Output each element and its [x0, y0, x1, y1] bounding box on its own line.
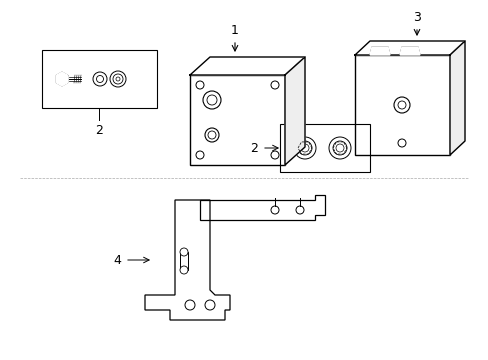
Text: 4: 4	[113, 253, 121, 266]
Bar	[285, 110, 303, 119]
Text: 3: 3	[412, 11, 420, 24]
Polygon shape	[369, 47, 389, 55]
Bar	[180, 252, 187, 270]
Text: 2: 2	[250, 141, 258, 154]
Polygon shape	[449, 41, 464, 155]
Text: 1: 1	[231, 24, 239, 37]
Bar	[42, 50, 157, 108]
Polygon shape	[354, 41, 464, 55]
Bar	[285, 123, 303, 132]
Polygon shape	[399, 47, 419, 55]
Bar	[280, 124, 369, 172]
Polygon shape	[285, 57, 305, 165]
Polygon shape	[190, 57, 305, 75]
Circle shape	[180, 266, 187, 274]
Circle shape	[180, 248, 187, 256]
Text: 2: 2	[95, 124, 103, 137]
Bar	[354, 55, 449, 155]
Bar	[190, 75, 285, 165]
Bar	[285, 84, 303, 93]
Bar	[285, 97, 303, 106]
Bar	[285, 136, 303, 145]
Polygon shape	[56, 72, 68, 86]
